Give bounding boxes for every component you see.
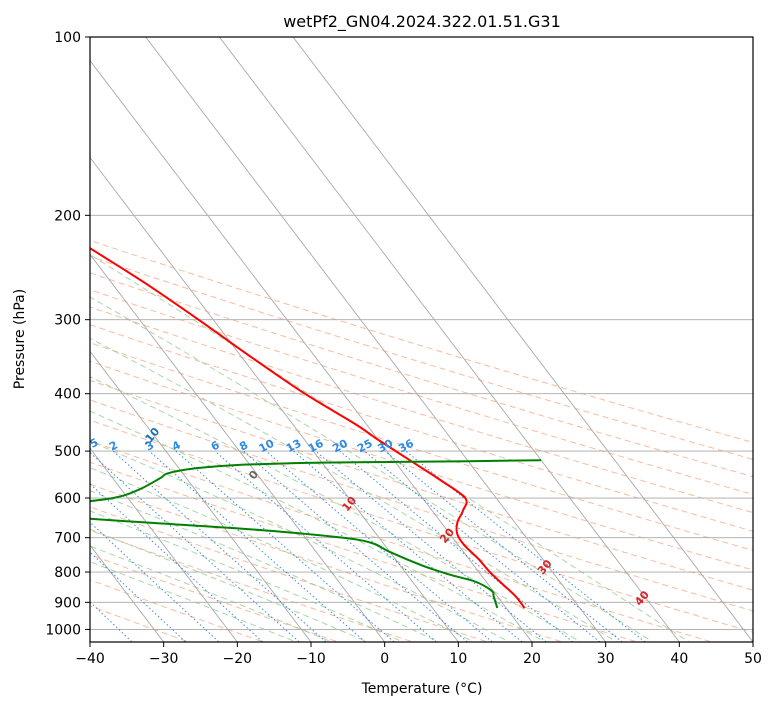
mixing-ratio-label: 25 (355, 437, 375, 456)
mixing-ratio-label: 13 (284, 437, 304, 456)
mixing-ratio-label: 10 (257, 437, 277, 456)
moist-adiabat-line (90, 410, 546, 642)
isotherm-line (90, 447, 238, 642)
mixing-ratio-label: 20 (330, 437, 350, 456)
mixing-ratio-line (339, 450, 574, 642)
x-tick-label: −40 (75, 651, 105, 667)
dry-adiabat-line (90, 483, 565, 642)
mixing-ratio-label: 16 (306, 437, 326, 456)
moist-adiabat-line (90, 296, 654, 642)
moist-adiabat-line (90, 510, 405, 642)
isotherm-line (90, 253, 386, 642)
y-tick-label: 400 (54, 387, 81, 403)
dry-adiabat-line (90, 461, 639, 642)
plot-frame (89, 36, 754, 643)
mixing-ratio-label: 1.5 (77, 436, 100, 457)
background-lines (0, 37, 753, 644)
dewpoint-profile-line (90, 459, 542, 609)
mixing-ratio-label: 30 (376, 437, 396, 456)
mixing-ratio-line (90, 451, 300, 642)
dry-adiabat-line (90, 506, 490, 642)
mixing-ratio-line (293, 450, 523, 642)
dry-adiabat-line (90, 324, 753, 532)
moist-adiabat-line (90, 545, 334, 642)
mixing-ratio-line (243, 450, 469, 642)
mixing-ratio-line (149, 450, 367, 642)
y-tick-label: 500 (54, 444, 81, 460)
isotherm-label: -10 (140, 425, 163, 449)
mixing-ratio-line (315, 450, 548, 642)
y-tick-label: 100 (54, 30, 81, 46)
y-tick-label: 900 (54, 595, 81, 611)
isotherm-label: 20 (437, 525, 457, 545)
x-tick-label: 20 (523, 651, 541, 667)
isotherm-line (90, 350, 312, 642)
mixing-ratio-line (175, 450, 395, 642)
dry-adiabat-line (90, 342, 753, 551)
isotherm-label: 30 (535, 557, 555, 577)
isotherm-label: 40 (632, 588, 652, 608)
x-axis-title: Temperature (°C) (361, 681, 483, 697)
y-tick-label: 1000 (45, 622, 81, 638)
x-tick-label: 10 (449, 651, 467, 667)
isotherm-line (145, 37, 607, 642)
y-tick-label: 600 (54, 491, 81, 507)
mixing-ratio-label: 0.6 (3, 436, 27, 457)
mixing-ratio-line (90, 521, 220, 642)
isotherm-label: 10 (339, 494, 359, 514)
y-tick-label: 300 (54, 313, 81, 329)
dry-adiabat-line (90, 529, 415, 642)
y-axis-title: Pressure (hPa) (12, 289, 28, 389)
isopleth-labels: 0.10.20.40.611.52346810131620253036-100-… (3, 425, 652, 609)
x-tick-label: 30 (597, 651, 615, 667)
moist-adiabat-line (90, 337, 618, 642)
mixing-ratio-line (405, 450, 646, 642)
sounding-profiles (90, 246, 542, 609)
isotherm-line (292, 37, 753, 642)
dry-adiabat-line (90, 255, 753, 460)
x-tick-label: −10 (296, 651, 326, 667)
mixing-ratio-line (112, 450, 327, 642)
temperature-profile-line (90, 246, 526, 609)
dry-adiabat-line (90, 554, 340, 642)
y-tick-label: 200 (54, 208, 81, 224)
chart-title: wetPf2_GN04.2024.322.01.51.G31 (283, 12, 561, 32)
isotherm-line (218, 37, 680, 642)
x-tick-label: 40 (670, 651, 688, 667)
x-tick-label: −20 (223, 651, 253, 667)
y-tick-label: 700 (54, 531, 81, 547)
moist-adiabat-line (90, 376, 582, 642)
dry-adiabat-line (90, 605, 191, 642)
mixing-ratio-line (90, 483, 264, 642)
x-tick-label: 50 (744, 651, 762, 667)
dry-adiabat-line (90, 579, 266, 642)
y-tick-label: 800 (54, 565, 81, 581)
dry-adiabat-line (90, 360, 753, 571)
isotherm-line (90, 59, 533, 642)
mixing-ratio-line (214, 450, 438, 642)
axes: −40 −30 −20 −10 0 10 20 30 40 50 100 200 300 400 500 60… (45, 30, 762, 667)
moist-adiabat-line (90, 440, 511, 642)
mixing-ratio-line (364, 450, 601, 642)
x-tick-label: 0 (380, 651, 389, 667)
mixing-ratio-label: 36 (396, 437, 416, 456)
x-tick-label: −30 (149, 651, 179, 667)
mixing-ratio-line (0, 451, 84, 644)
isotherm-line (90, 156, 459, 642)
moist-adiabat-line (90, 467, 475, 642)
moist-adiabat-line (90, 254, 691, 642)
dry-adiabat-line (90, 379, 753, 591)
mixing-ratio-line (265, 450, 494, 642)
